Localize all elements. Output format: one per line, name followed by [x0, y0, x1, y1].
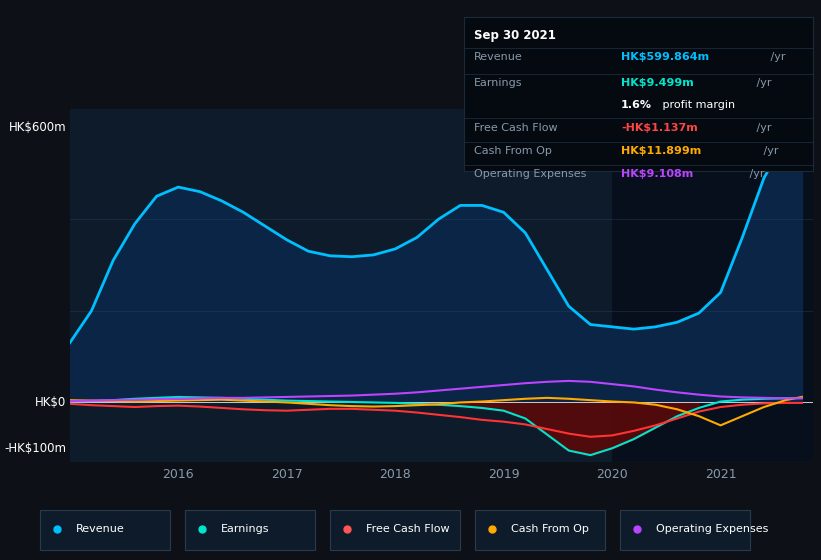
Text: Operating Expenses: Operating Expenses	[656, 524, 768, 534]
Text: -HK$100m: -HK$100m	[4, 442, 66, 455]
Text: Earnings: Earnings	[221, 524, 269, 534]
Text: HK$599.864m: HK$599.864m	[621, 52, 709, 62]
Text: Revenue: Revenue	[475, 52, 523, 62]
Text: Cash From Op: Cash From Op	[511, 524, 589, 534]
Text: profit margin: profit margin	[659, 100, 736, 110]
Text: HK$11.899m: HK$11.899m	[621, 146, 701, 156]
FancyBboxPatch shape	[186, 510, 315, 550]
Text: Operating Expenses: Operating Expenses	[475, 169, 587, 179]
Text: HK$9.499m: HK$9.499m	[621, 78, 694, 88]
FancyBboxPatch shape	[40, 510, 170, 550]
Text: Cash From Op: Cash From Op	[475, 146, 553, 156]
Text: Earnings: Earnings	[475, 78, 523, 88]
Text: /yr: /yr	[768, 52, 786, 62]
FancyBboxPatch shape	[330, 510, 461, 550]
Text: Revenue: Revenue	[76, 524, 125, 534]
Text: /yr: /yr	[746, 169, 765, 179]
Text: -HK$1.137m: -HK$1.137m	[621, 123, 698, 133]
FancyBboxPatch shape	[475, 510, 605, 550]
Text: 1.6%: 1.6%	[621, 100, 652, 110]
Text: HK$600m: HK$600m	[8, 121, 66, 134]
Text: HK$9.108m: HK$9.108m	[621, 169, 693, 179]
Bar	[612, 109, 813, 462]
Text: Sep 30 2021: Sep 30 2021	[475, 29, 556, 42]
Text: /yr: /yr	[754, 123, 772, 133]
FancyBboxPatch shape	[621, 510, 750, 550]
Text: Free Cash Flow: Free Cash Flow	[366, 524, 450, 534]
Text: HK$0: HK$0	[34, 396, 66, 409]
Text: /yr: /yr	[760, 146, 779, 156]
Text: /yr: /yr	[754, 78, 772, 88]
Text: Free Cash Flow: Free Cash Flow	[475, 123, 558, 133]
